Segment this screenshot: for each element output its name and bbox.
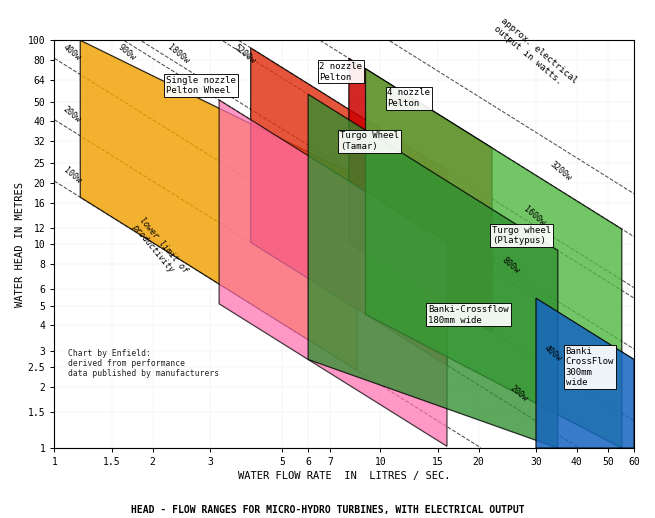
Polygon shape xyxy=(536,298,634,448)
Polygon shape xyxy=(365,69,622,448)
Text: 800w: 800w xyxy=(500,256,521,276)
Text: 4 nozzle
Pelton: 4 nozzle Pelton xyxy=(387,89,430,108)
Polygon shape xyxy=(81,40,358,370)
Text: Banki-Crossflow
180mm wide: Banki-Crossflow 180mm wide xyxy=(428,305,509,325)
Text: Turgo wheel
(Platypus): Turgo wheel (Platypus) xyxy=(492,226,552,246)
Text: 200w: 200w xyxy=(508,384,530,404)
Y-axis label: WATER HEAD IN METRES: WATER HEAD IN METRES xyxy=(15,182,25,307)
X-axis label: WATER FLOW RATE  IN  LITRES / SEC.: WATER FLOW RATE IN LITRES / SEC. xyxy=(238,471,451,481)
Text: 200w: 200w xyxy=(62,104,83,124)
Text: 1600w: 1600w xyxy=(522,205,547,228)
Text: Chart by Enfield:
derived from performance
data published by manufacturers: Chart by Enfield: derived from performan… xyxy=(68,349,219,378)
Polygon shape xyxy=(308,94,558,448)
Text: 2 nozzle
Pelton: 2 nozzle Pelton xyxy=(320,62,362,81)
Text: 400w: 400w xyxy=(542,343,563,364)
Text: Banki
CrossFlow
300mm
wide: Banki CrossFlow 300mm wide xyxy=(566,347,614,387)
Polygon shape xyxy=(251,48,447,365)
Polygon shape xyxy=(349,59,492,332)
Text: HEAD - FLOW RANGES FOR MICRO-HYDRO TURBINES, WITH ELECTRICAL OUTPUT: HEAD - FLOW RANGES FOR MICRO-HYDRO TURBI… xyxy=(131,506,524,515)
Polygon shape xyxy=(219,100,447,447)
Text: lower limit of
productivity: lower limit of productivity xyxy=(130,215,189,282)
Text: 100w: 100w xyxy=(62,166,83,185)
Text: 5200w: 5200w xyxy=(232,43,257,66)
Text: 1800w: 1800w xyxy=(166,43,191,66)
Text: approx. electrical
output in watts.: approx. electrical output in watts. xyxy=(492,16,578,93)
Text: Turgo Wheel
(Tamar): Turgo Wheel (Tamar) xyxy=(340,132,399,151)
Text: 3200w: 3200w xyxy=(548,160,572,183)
Text: 900w: 900w xyxy=(117,43,138,63)
Text: 400w: 400w xyxy=(62,43,83,63)
Text: Single nozzle
Pelton Wheel: Single nozzle Pelton Wheel xyxy=(166,76,236,95)
